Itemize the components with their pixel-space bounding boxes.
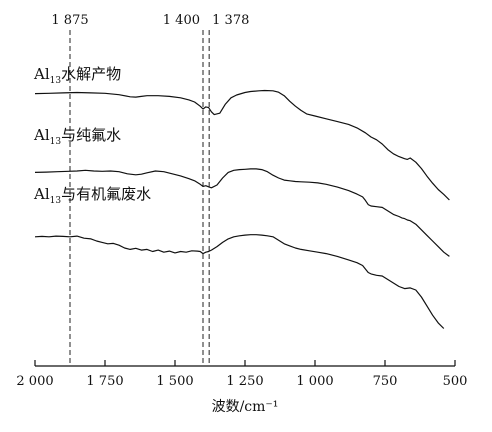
x-tick-label: 1 250 bbox=[226, 374, 263, 389]
x-axis-ticks: 2 000 1 750 1 500 1 250 1 000 750 500 bbox=[16, 360, 467, 389]
series-label-subscript: 13 bbox=[50, 137, 62, 147]
series-label-subscript: 13 bbox=[50, 76, 62, 86]
x-tick-label: 1 500 bbox=[156, 374, 193, 389]
series-label-subscript: 13 bbox=[50, 196, 62, 206]
x-axis-title: 波数/cm⁻¹ bbox=[212, 399, 279, 415]
series-label-suffix: 水解产物 bbox=[61, 65, 121, 83]
series-label-prefix: Al bbox=[33, 65, 50, 83]
marker-label: 1 378 bbox=[212, 13, 249, 28]
x-tick-label: 750 bbox=[373, 374, 398, 389]
series-label-2: Al13与纯氟水 bbox=[33, 126, 121, 147]
series-label-prefix: Al bbox=[33, 185, 50, 203]
spectrum-line-1 bbox=[34, 89, 450, 201]
series-label-1: Al13水解产物 bbox=[33, 65, 121, 86]
series-label-suffix: 与有机氟废水 bbox=[61, 185, 151, 203]
marker-label: 1 875 bbox=[51, 13, 88, 28]
x-tick-label: 1 750 bbox=[86, 374, 123, 389]
spectrum-line-3 bbox=[34, 234, 445, 329]
series-label-prefix: Al bbox=[33, 126, 50, 144]
x-tick-label: 500 bbox=[443, 374, 468, 389]
series-label-suffix: 与纯氟水 bbox=[61, 126, 121, 144]
series-label-3: Al13与有机氟废水 bbox=[33, 185, 151, 206]
marker-label: 1 400 bbox=[163, 13, 200, 28]
spectra bbox=[34, 89, 450, 329]
x-tick-label: 2 000 bbox=[16, 374, 53, 389]
x-tick-label: 1 000 bbox=[296, 374, 333, 389]
spectrum-line-2 bbox=[34, 168, 450, 257]
marker-lines: 1 875 1 400 1 378 bbox=[51, 13, 249, 366]
